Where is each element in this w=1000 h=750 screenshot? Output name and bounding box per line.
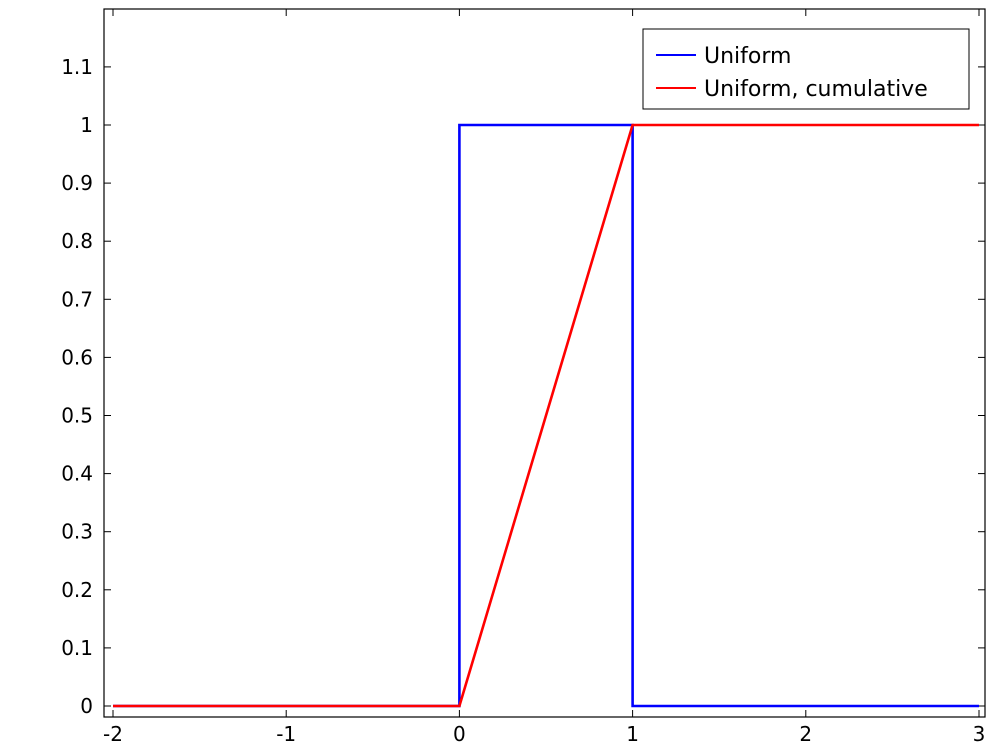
y-axis-ticks: 0 0.1 0.2 0.3 0.4 0.5 0.6 0.7 0.8 0.9 1 1.1: [61, 55, 985, 718]
y-tick-label: 0.8: [61, 229, 93, 253]
x-tick-label: 3: [973, 722, 986, 746]
x-tick-label: 0: [453, 722, 466, 746]
y-tick-label: 0.6: [61, 345, 93, 369]
x-tick-label: 1: [626, 722, 639, 746]
series-layer: [113, 123, 979, 708]
legend-label: Uniform: [704, 44, 791, 69]
y-tick-label: 0.7: [61, 287, 93, 311]
plot-frame: [103, 8, 986, 718]
series-line-uniform-cumulative: [113, 123, 979, 708]
y-tick-label: 1.1: [61, 55, 93, 79]
legend: Uniform Uniform, cumulative: [642, 28, 970, 110]
legend-label: Uniform, cumulative: [704, 77, 928, 102]
y-tick-label: 0.4: [61, 462, 93, 486]
y-tick-label: 0.2: [61, 578, 93, 602]
y-tick-label: 0.1: [61, 636, 93, 660]
x-tick-label: -1: [276, 722, 296, 746]
x-tick-label: 2: [799, 722, 812, 746]
y-tick-label: 0.9: [61, 171, 93, 195]
y-tick-label: 0.3: [61, 520, 93, 544]
y-tick-label: 0.5: [61, 404, 93, 428]
x-axis-ticks: -2 -1 0 1 2 3: [103, 9, 985, 746]
y-tick-label: 1: [80, 113, 93, 137]
legend-box: [642, 28, 970, 110]
y-tick-label: 0: [80, 694, 93, 718]
x-tick-label: -2: [103, 722, 123, 746]
